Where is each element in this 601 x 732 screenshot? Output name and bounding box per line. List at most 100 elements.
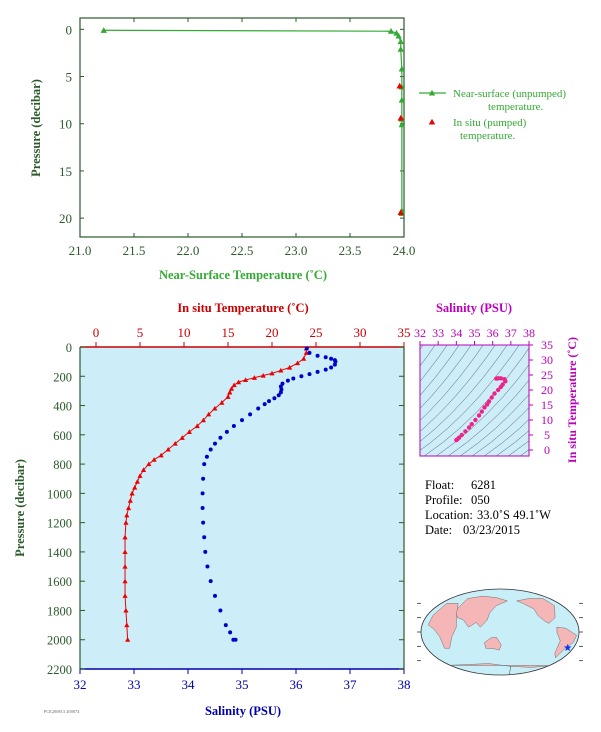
temperature-point — [227, 389, 233, 395]
ts-point — [492, 391, 497, 396]
salinity-point — [323, 355, 328, 360]
map-land-africa-europe — [427, 603, 459, 649]
top-x-tick-label: 22.5 — [231, 243, 254, 258]
unpumped-temperature-point — [387, 28, 395, 34]
map-land — [427, 595, 577, 675]
temperature-point — [231, 382, 237, 388]
map-land-asia — [455, 595, 508, 628]
ts-point — [463, 429, 468, 434]
ts-point — [495, 387, 501, 393]
salinity-point — [329, 356, 334, 361]
map-land-australia — [484, 637, 502, 651]
temperature-tick-label: 15 — [222, 325, 235, 340]
salinity-point — [276, 393, 281, 398]
salinity-point — [262, 402, 267, 407]
salinity-point — [272, 396, 277, 401]
temperature-point — [287, 364, 293, 370]
top-y-tick-label: 15 — [59, 164, 72, 179]
ts-salinity-tick-label: 32 — [414, 326, 426, 340]
salinity-tick-label: 33 — [128, 677, 141, 692]
salinity-tick-label: 36 — [290, 677, 304, 692]
temperature-point — [179, 435, 185, 440]
pressure-tick-label: 1200 — [47, 517, 72, 531]
top-x-tick-label: 22.0 — [177, 243, 200, 258]
ts-contour — [471, 407, 529, 456]
salinity-point — [202, 535, 207, 540]
temperature-tick-label: 30 — [354, 325, 367, 340]
top-y-tick-label: 0 — [66, 22, 73, 37]
pumped-temperature-point — [396, 82, 403, 89]
pressure-tick-label: 2200 — [47, 663, 72, 677]
salinity-point — [278, 390, 283, 395]
temperature-point — [134, 479, 140, 484]
temperature-point — [146, 461, 152, 467]
salinity-point — [205, 564, 210, 569]
ts-point — [486, 399, 492, 404]
ts-point — [479, 409, 484, 414]
salinity-point — [323, 367, 328, 372]
legend-unpumped-marker — [428, 89, 436, 96]
ts-contour — [495, 430, 529, 456]
ts-y-axis-label: In situ Temperature (˚C) — [565, 337, 579, 463]
unpumped-temperature-point — [398, 121, 406, 128]
salinity-point — [332, 362, 337, 367]
ts-contour — [447, 379, 529, 456]
unpumped-temperature-point — [397, 38, 404, 45]
salinity-tick-label: 37 — [344, 677, 358, 692]
ts-temperature-tick-label: 20 — [541, 383, 553, 397]
ts-salinity-tick-label: 36 — [487, 326, 499, 340]
temperature-tick-label: 5 — [137, 325, 144, 340]
top-x-tick-label: 21.5 — [123, 243, 146, 258]
ts-salinity-tick-label: 35 — [469, 326, 481, 340]
temperature-point — [219, 400, 225, 405]
legend-pumped-label-2: temperature. — [460, 130, 516, 142]
salinity-point — [329, 365, 334, 370]
salinity-tick-label: 34 — [182, 677, 196, 692]
temperature-point — [301, 356, 307, 361]
salinity-axis-label: Salinity (PSU) — [205, 704, 281, 718]
temperature-point — [123, 607, 129, 613]
ts-salinity-tick-label: 38 — [523, 326, 535, 340]
salinity-point — [315, 369, 320, 374]
pumped-temperature-point — [397, 209, 404, 216]
ts-contour — [435, 364, 529, 456]
salinity-point — [315, 353, 320, 358]
temperature-point — [158, 452, 164, 458]
ts-point — [502, 377, 507, 382]
pressure-tick-label: 1400 — [47, 546, 72, 560]
salinity-point — [204, 454, 209, 459]
ts-frame — [419, 344, 530, 457]
top-x-tick-label: 23.0 — [285, 243, 308, 258]
top-plot-frame — [79, 17, 405, 238]
salinity-tick-label: 35 — [236, 677, 249, 692]
salinity-point — [202, 462, 207, 467]
ts-temperature-tick-label: 30 — [541, 353, 553, 367]
float-value: 6281 — [471, 478, 496, 492]
legend-unpumped-label: Near-surface (unpumped) — [453, 88, 566, 100]
temperature-point — [269, 370, 275, 376]
temperature-point — [122, 563, 128, 569]
salinity-point — [291, 376, 296, 381]
ts-temperature-tick-label: 35 — [541, 338, 553, 352]
temperature-point — [137, 473, 143, 478]
pressure-axis-label: Pressure (decibar) — [13, 459, 27, 557]
ts-contour — [420, 345, 520, 451]
temperature-point — [172, 441, 178, 446]
salinity-point — [200, 491, 205, 496]
temperature-point — [151, 457, 157, 462]
top-x-axis-label: Near-Surface Temperature (˚C) — [159, 268, 327, 282]
ts-point — [500, 382, 505, 387]
temperature-point — [123, 520, 129, 525]
temperature-tick-label: 10 — [178, 325, 191, 340]
unpumped-temperature-point — [395, 32, 402, 39]
salinity-point — [228, 630, 233, 635]
temperature-point — [294, 360, 301, 366]
ts-salinity-tick-label: 37 — [505, 326, 517, 340]
ts-contour — [507, 440, 529, 456]
ts-temperature-tick-label: 10 — [541, 413, 553, 427]
salinity-point — [201, 476, 206, 481]
ts-point — [494, 376, 499, 381]
ts-point — [476, 413, 482, 418]
ts-contour — [420, 345, 496, 432]
salinity-point — [256, 406, 261, 411]
